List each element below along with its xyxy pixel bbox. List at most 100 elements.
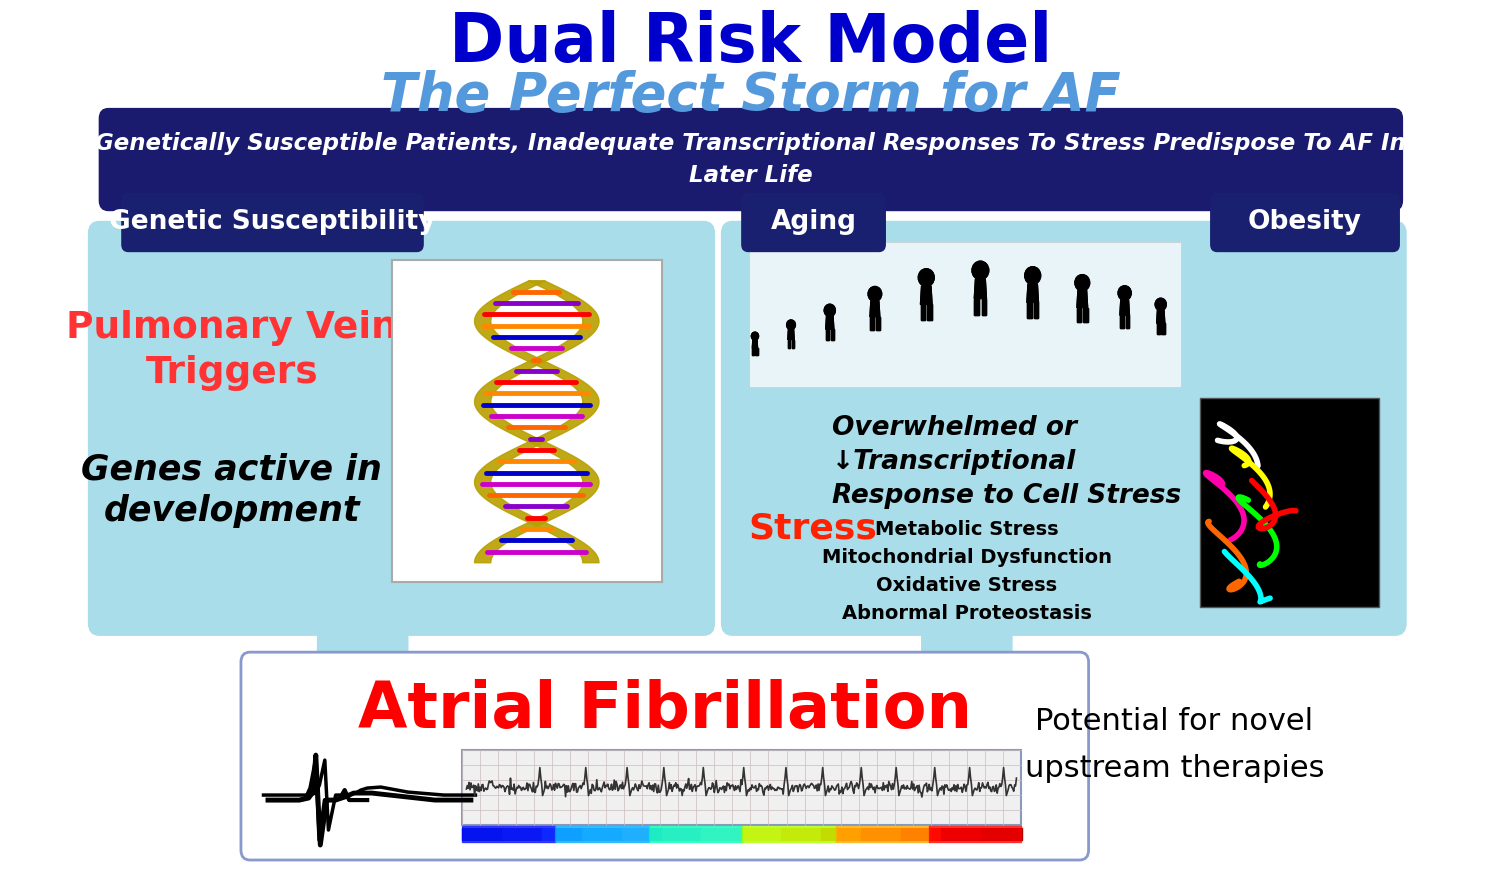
Text: Genetically Susceptible Patients, Inadequate Transcriptional Responses To Stress: Genetically Susceptible Patients, Inadeq… [95, 132, 1406, 187]
Polygon shape [1126, 315, 1129, 328]
Bar [941, 828, 982, 840]
FancyBboxPatch shape [722, 222, 1406, 635]
Polygon shape [752, 348, 755, 356]
Polygon shape [1157, 323, 1160, 334]
Circle shape [973, 261, 989, 280]
Text: Genetic Susceptibility: Genetic Susceptibility [110, 209, 435, 236]
FancyBboxPatch shape [462, 750, 1021, 825]
Polygon shape [928, 304, 932, 320]
Polygon shape [791, 340, 794, 348]
Text: Obesity: Obesity [1247, 209, 1361, 236]
Polygon shape [830, 329, 835, 341]
Polygon shape [788, 330, 794, 340]
Polygon shape [755, 348, 758, 356]
Polygon shape [875, 317, 880, 330]
Bar [582, 828, 623, 840]
Circle shape [1156, 298, 1166, 311]
Polygon shape [1027, 303, 1031, 319]
Polygon shape [982, 298, 986, 315]
Polygon shape [1076, 291, 1088, 307]
Circle shape [973, 261, 989, 280]
Circle shape [1118, 286, 1132, 300]
Circle shape [752, 332, 758, 340]
Text: Pulmonary Vein
Triggers: Pulmonary Vein Triggers [66, 310, 398, 391]
Polygon shape [920, 286, 932, 304]
Polygon shape [1076, 291, 1088, 307]
Circle shape [752, 332, 758, 340]
Polygon shape [830, 329, 835, 341]
Polygon shape [1120, 300, 1129, 315]
Circle shape [1025, 267, 1040, 284]
Polygon shape [871, 317, 874, 330]
FancyBboxPatch shape [1211, 194, 1399, 252]
Circle shape [868, 287, 881, 302]
Polygon shape [1120, 315, 1124, 328]
Polygon shape [1126, 315, 1129, 328]
Polygon shape [788, 340, 791, 348]
FancyBboxPatch shape [122, 194, 423, 252]
Polygon shape [920, 286, 932, 304]
Circle shape [1118, 286, 1132, 300]
Circle shape [824, 304, 836, 317]
FancyBboxPatch shape [749, 243, 1181, 387]
Circle shape [868, 287, 881, 302]
Text: Stress: Stress [749, 511, 878, 546]
FancyBboxPatch shape [99, 108, 1402, 210]
Polygon shape [1084, 307, 1088, 322]
Text: Aging: Aging [770, 209, 857, 236]
FancyBboxPatch shape [89, 222, 714, 635]
Circle shape [824, 304, 836, 317]
Polygon shape [920, 304, 925, 320]
Bar [741, 828, 782, 840]
Polygon shape [974, 298, 979, 315]
Polygon shape [752, 348, 755, 356]
Circle shape [1156, 298, 1166, 311]
FancyBboxPatch shape [392, 260, 662, 583]
Text: Overwhelmed or
↓Transcriptional
Response to Cell Stress: Overwhelmed or ↓Transcriptional Response… [832, 415, 1181, 510]
Polygon shape [1076, 307, 1081, 322]
Bar [542, 828, 582, 840]
FancyBboxPatch shape [1199, 399, 1379, 607]
Bar [501, 828, 543, 840]
Circle shape [1075, 275, 1090, 291]
Bar [621, 828, 662, 840]
Bar [901, 828, 943, 840]
Bar [982, 828, 1022, 840]
FancyBboxPatch shape [242, 652, 1088, 860]
Polygon shape [788, 340, 791, 348]
Bar [821, 828, 862, 840]
Text: The Perfect Storm for AF: The Perfect Storm for AF [381, 70, 1120, 121]
Polygon shape [928, 304, 932, 320]
Polygon shape [871, 302, 880, 317]
Polygon shape [791, 340, 794, 348]
Circle shape [919, 268, 934, 286]
Bar [862, 828, 902, 840]
Text: Atrial Fibrillation: Atrial Fibrillation [357, 679, 971, 741]
Polygon shape [1084, 307, 1088, 322]
Polygon shape [1027, 303, 1031, 319]
Circle shape [1075, 275, 1090, 291]
Text: Dual Risk Model: Dual Risk Model [449, 10, 1052, 76]
Circle shape [1025, 267, 1040, 284]
Polygon shape [1034, 303, 1039, 319]
Polygon shape [974, 280, 986, 298]
Circle shape [787, 320, 796, 330]
Polygon shape [920, 304, 925, 320]
Polygon shape [1076, 307, 1081, 322]
Polygon shape [871, 317, 874, 330]
FancyBboxPatch shape [741, 194, 886, 252]
Polygon shape [1162, 323, 1165, 334]
Polygon shape [875, 317, 880, 330]
Polygon shape [1157, 311, 1165, 323]
Polygon shape [788, 330, 794, 340]
Polygon shape [974, 280, 986, 298]
Bar [782, 828, 823, 840]
Polygon shape [1162, 323, 1165, 334]
Polygon shape [1157, 311, 1165, 323]
Polygon shape [1027, 284, 1039, 303]
Polygon shape [826, 329, 829, 341]
Polygon shape [826, 317, 835, 329]
Polygon shape [1157, 323, 1160, 334]
Polygon shape [982, 298, 986, 315]
Text: Genes active in
development: Genes active in development [81, 452, 383, 528]
